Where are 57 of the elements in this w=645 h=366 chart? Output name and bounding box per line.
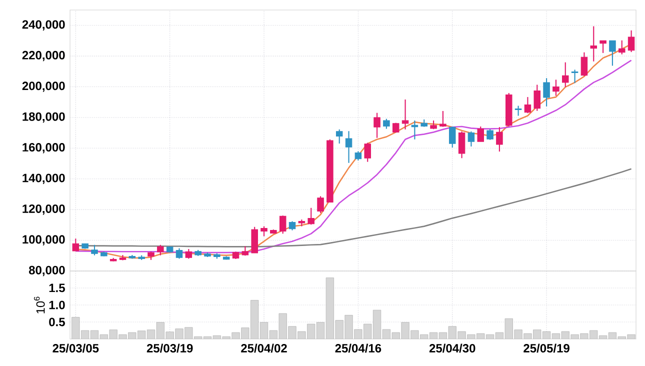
- candlestick: [383, 118, 390, 130]
- candlestick: [364, 142, 371, 162]
- y-tick-label: 120,000: [22, 204, 65, 215]
- candlestick: [308, 207, 314, 226]
- candlestick: [562, 62, 569, 88]
- candlestick: [402, 98, 409, 130]
- candlestick: [279, 215, 286, 234]
- x-tick-label: 25/05/19: [524, 344, 570, 353]
- candlestick: [336, 128, 343, 144]
- candlestick: [448, 126, 456, 148]
- candlestick: [571, 69, 578, 84]
- y-tick-label: 240,000: [22, 20, 65, 30]
- y-tick-label: 160,000: [22, 143, 65, 154]
- candlestick: [514, 105, 522, 116]
- candlestick: [374, 112, 380, 138]
- candlestick: [552, 79, 560, 96]
- candlestick: [543, 78, 550, 107]
- x-tick-label: 25/04/16: [335, 344, 382, 353]
- y-tick-label: 100,000: [22, 235, 65, 246]
- candlestick: [628, 30, 635, 53]
- candlestick: [354, 150, 362, 161]
- candlestick: [176, 248, 183, 260]
- x-tick-label: 25/04/30: [429, 344, 476, 353]
- y-tick-label: 200,000: [22, 82, 65, 92]
- candlestick: [580, 52, 588, 77]
- candlestick: [440, 110, 446, 128]
- candlestick: [600, 40, 606, 54]
- candlestick: [458, 130, 466, 159]
- candlestick: [157, 244, 164, 256]
- y-tick-label: 80,000: [28, 266, 65, 276]
- y-tick-label: 1.0: [49, 300, 65, 310]
- candlestick: [185, 248, 192, 260]
- candlestick: [251, 226, 258, 254]
- candlestick: [260, 226, 268, 237]
- y-tick-label: 180,000: [22, 112, 65, 123]
- candlestick: [524, 96, 532, 114]
- y-tick-label: 140,000: [22, 174, 65, 184]
- candlestick: [486, 128, 494, 140]
- candlestick: [288, 220, 296, 231]
- candlestick: [477, 126, 484, 142]
- x-tick-label: 25/03/05: [52, 344, 99, 353]
- candlestick: [317, 196, 324, 214]
- x-tick-label: 25/04/02: [241, 344, 287, 353]
- candlestick: [72, 238, 80, 252]
- y-tick-label: 1.5: [49, 284, 65, 292]
- y-axis-title: 10$^{6}$: [34, 296, 45, 314]
- x-tick-label: 25/03/19: [146, 344, 193, 353]
- y-tick-label: 0.5: [49, 318, 65, 326]
- candlestick: [609, 40, 616, 66]
- candlestick: [345, 130, 352, 164]
- candlestick: [91, 244, 98, 256]
- candlestick: [534, 84, 540, 112]
- y-tick-label: 220,000: [22, 50, 65, 62]
- candlestick: [496, 126, 503, 152]
- candlestick: [590, 26, 598, 62]
- candlestick: [618, 40, 626, 55]
- candlestick: [468, 130, 475, 148]
